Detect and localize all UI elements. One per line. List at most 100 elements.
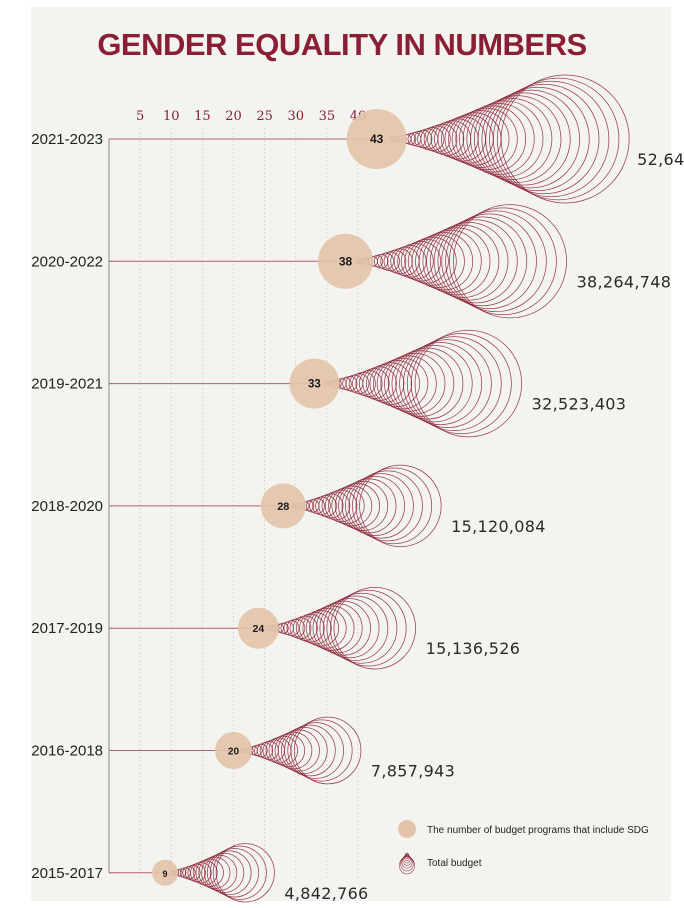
x-axis-ticks: 510152025303540 [136,109,366,124]
legend-budget-ring [403,854,411,864]
budget-ring [345,475,405,536]
row-label: 2015-2017 [31,865,103,882]
legend-budget-label: Total budget [427,858,482,869]
budget-ring [420,127,445,151]
program-count-label: 9 [163,869,168,879]
x-tick-label: 10 [163,109,180,124]
x-tick-label: 15 [194,109,211,124]
budget-ring [384,352,446,415]
budget-ring [387,350,455,417]
budget-ring [338,480,389,531]
program-count-bubble [289,358,340,409]
budget-ring [271,733,306,768]
budget-ring [352,470,423,542]
chart-panel [31,7,671,901]
program-count-bubble [318,233,374,289]
program-count-bubble [215,732,252,769]
program-count-bubble [237,607,279,649]
budget-ring [355,467,433,545]
budget-ring [422,227,491,296]
budget-label: 15,120,084 [451,517,546,536]
budget-label: 7,857,943 [371,762,455,781]
budget-ring [319,598,380,659]
chart-row: 2015-2017 9 4,842,766 [31,843,368,903]
budget-ring [321,491,351,521]
budget-ring [324,489,358,523]
x-tick-label: 20 [225,109,242,124]
budget-ring [342,376,358,392]
budget-label: 52,641,219 [637,150,684,169]
budget-ring [430,122,465,156]
budget-ring [437,216,528,307]
budget-ring [407,236,457,286]
budget-ring [192,860,218,886]
budget-ring [209,848,260,898]
chart-row: 2020-2022 38 38,264,748 [31,204,671,319]
program-count-label: 33 [308,379,321,391]
budget-ring [201,854,238,891]
budget-ring [369,362,413,405]
budget-ring [414,329,523,438]
row-label: 2020-2022 [31,253,103,270]
budget-ring [326,592,398,664]
legend-programs-swatch [398,820,416,838]
budget-ring [341,478,397,534]
x-tick-label: 30 [287,109,304,124]
budget-ring [406,336,502,431]
budget-ring [299,611,332,645]
budget-ring [286,618,306,638]
chart-rows: 2021-2023 43 52,641,219 2020-2022 38 38,264,7… [31,74,684,903]
budget-ring [268,735,299,766]
budget-ring [441,213,537,310]
budget-ring [400,241,442,282]
budget-ring [496,77,620,201]
budget-ring [477,92,571,186]
budget-ring [500,74,630,204]
budget-ring [289,617,312,640]
budget-teardrop [322,329,523,438]
budget-ring [399,342,483,426]
budget-label: 32,523,403 [532,395,627,414]
chart-row: 2021-2023 43 52,641,219 [31,74,684,204]
budget-ring [312,603,363,654]
program-count-bubble [152,859,179,886]
budget-ring [470,97,553,181]
budget-ring [212,845,267,900]
chart-row: 2017-2019 24 15,136,526 [31,587,521,670]
chart-title: GENDER EQUALITY IN NUMBERS [97,27,587,62]
budget-ring [403,339,492,428]
legend-budget-ring [399,856,415,875]
row-label: 2018-2020 [31,498,103,515]
budget-ring [296,613,325,643]
budget-label: 15,136,526 [426,639,521,658]
program-count-label: 28 [277,501,289,513]
budget-ring [328,487,365,525]
row-label: 2016-2018 [31,743,103,760]
budget-ring [462,103,535,175]
budget-ring [274,731,313,770]
budget-ring [215,843,275,903]
budget-ring [315,495,337,517]
budget-ring [184,864,201,881]
budget-ring [280,727,328,774]
legend: The number of budget programs that inclu… [398,820,649,875]
chart-row: 2016-2018 20 7,857,943 [31,716,455,785]
chart-row: 2019-2021 33 32,523,403 [31,329,627,438]
budget-teardrop [388,74,630,204]
x-tick-label: 35 [319,109,336,124]
budget-ring [293,716,362,785]
budget-ring [287,722,344,779]
budget-teardrop [354,204,567,319]
budget-teardrop [290,464,442,548]
budget-ring [373,254,389,269]
budget-ring [459,105,527,173]
budget-ring [330,589,407,667]
legend-budget-swatch [399,852,415,875]
budget-ring [331,485,373,527]
budget-teardrop [239,716,362,785]
budget-ring [485,86,590,192]
x-tick-label: 5 [136,109,144,124]
budget-ring [348,473,414,539]
legend-budget-ring [402,855,412,866]
